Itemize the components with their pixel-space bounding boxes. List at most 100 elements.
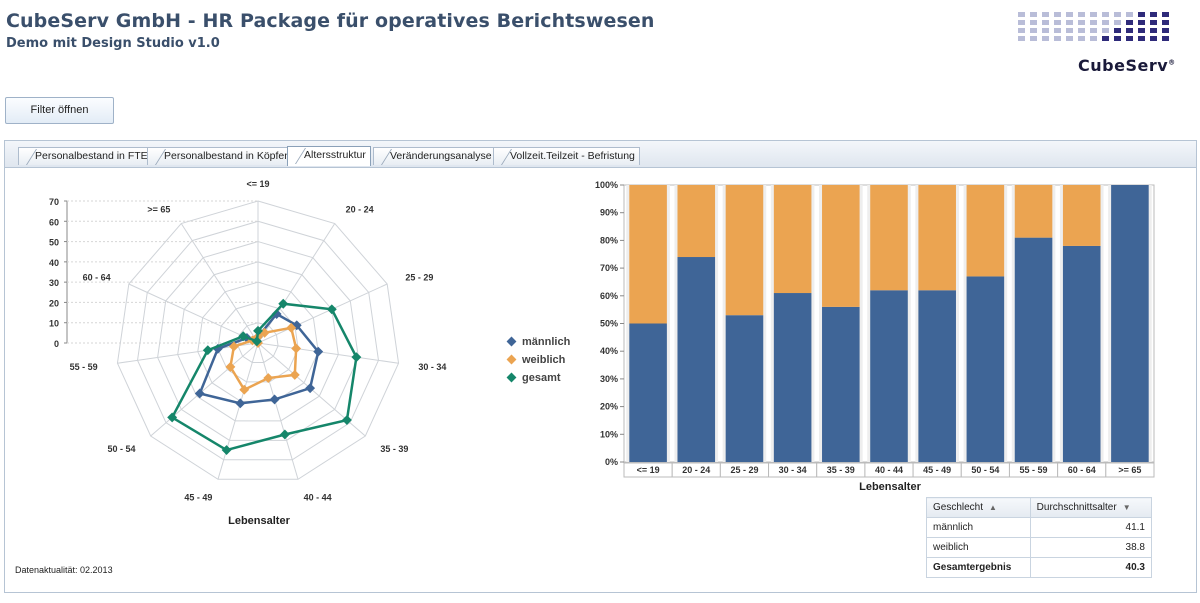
- bar-weiblich: [1014, 185, 1053, 238]
- radar-y-tick-label: 0: [54, 339, 59, 349]
- radar-point: [228, 341, 239, 352]
- sort-asc-icon[interactable]: ▲: [989, 503, 997, 512]
- bar-category-label: 50 - 54: [971, 465, 999, 475]
- radar-y-tick-label: 60: [49, 217, 59, 227]
- tab-personalbestand-fte[interactable]: Personalbestand in FTE: [18, 147, 153, 165]
- logo-dot: [1054, 12, 1061, 17]
- logo-dot: [1150, 36, 1157, 41]
- bar-category-label: 25 - 29: [730, 465, 758, 475]
- bar-y-tick-label: 100%: [595, 180, 618, 190]
- logo-dot: [1042, 28, 1049, 33]
- legend-item-gesamt: gesamt: [506, 369, 570, 387]
- logo-dot: [1030, 12, 1037, 17]
- logo-text: CubeServ®: [1078, 56, 1176, 75]
- radar-category-label: 20 - 24: [346, 204, 374, 214]
- radar-category-label: 25 - 29: [405, 273, 433, 283]
- table-header-geschlecht[interactable]: Geschlecht ▲: [926, 497, 1031, 518]
- bar-maennlich: [1062, 245, 1101, 462]
- radar-point: [225, 361, 236, 372]
- radar-y-tick-label: 70: [49, 197, 59, 207]
- logo-dot: [1126, 20, 1133, 25]
- bar-maennlich: [725, 315, 764, 462]
- logo-dot: [1150, 12, 1157, 17]
- logo-dot: [1078, 28, 1085, 33]
- bar-weiblich: [870, 185, 908, 291]
- logo-dot: [1018, 28, 1025, 33]
- radar-point: [263, 373, 274, 383]
- bar-category-label: 55 - 59: [1020, 465, 1048, 475]
- bar-weiblich: [725, 185, 764, 316]
- table-cell-label: Gesamtergebnis: [926, 557, 1031, 578]
- radar-gridline: [177, 261, 339, 422]
- bar-y-tick-label: 60%: [600, 291, 618, 301]
- radar-category-label: 60 - 64: [83, 273, 111, 283]
- bar-y-tick-label: 50%: [600, 319, 618, 329]
- radar-category-label: 55 - 59: [70, 362, 98, 372]
- bar-weiblich: [1062, 185, 1101, 246]
- logo-dot: [1102, 36, 1109, 41]
- radar-y-tick-label: 50: [49, 238, 59, 248]
- tab-vollzeit-teilzeit[interactable]: Vollzeit.Teilzeit - Befristung: [493, 147, 640, 165]
- tab-veraenderungsanalyse[interactable]: Veränderungsanalyse: [373, 147, 497, 165]
- radar-point: [351, 352, 362, 363]
- logo-dot: [1114, 28, 1121, 33]
- bar-y-tick-label: 70%: [600, 263, 618, 273]
- logo-dot: [1090, 20, 1097, 25]
- radar-point: [235, 398, 246, 409]
- legend-marker-icon: [506, 354, 517, 365]
- radar-point: [253, 325, 263, 336]
- radar-y-tick-label: 10: [49, 319, 59, 329]
- filter-open-button[interactable]: Filter öffnen: [5, 97, 114, 124]
- logo-dot: [1138, 36, 1145, 41]
- radar-category-label: <= 19: [246, 179, 269, 189]
- bar-maennlich: [1014, 237, 1053, 462]
- table-row: weiblich 38.8: [926, 537, 1153, 558]
- tab-personalbestand-koepfe[interactable]: Personalbestand in Köpfen: [147, 147, 296, 165]
- bar-maennlich: [773, 293, 812, 462]
- bar-maennlich: [918, 290, 956, 462]
- logo-dot: [1162, 12, 1169, 17]
- radar-gridline: [116, 200, 400, 480]
- bar-category-cell: [1105, 462, 1155, 478]
- table-cell-label: männlich: [926, 517, 1031, 538]
- radar-spoke: [217, 342, 259, 480]
- bar-maennlich: [870, 290, 908, 462]
- logo-dot: [1030, 36, 1037, 41]
- logo-dot: [1018, 36, 1025, 41]
- radar-point: [251, 336, 262, 347]
- table-row-total: Gesamtergebnis 40.3: [926, 557, 1153, 578]
- radar-point: [289, 369, 300, 380]
- radar-y-tick-label: 20: [49, 298, 59, 308]
- radar-point: [279, 429, 290, 440]
- logo-dot: [1150, 20, 1157, 25]
- bar-category-label: 45 - 49: [923, 465, 951, 475]
- logo-dot: [1030, 28, 1037, 33]
- tab-strip: Personalbestand in FTE Personalbestand i…: [5, 141, 1196, 168]
- logo-dot: [1078, 20, 1085, 25]
- bar-maennlich: [966, 276, 1005, 462]
- table-header-durchschnittsalter[interactable]: Durchschnittsalter ▼: [1029, 497, 1153, 518]
- logo-dot: [1162, 28, 1169, 33]
- radar-point: [291, 343, 302, 354]
- bar-category-label: 60 - 64: [1068, 465, 1096, 475]
- logo-dot: [1054, 20, 1061, 25]
- logo-dot: [1102, 28, 1109, 33]
- table-cell-label: weiblich: [926, 537, 1031, 558]
- bar-category-label: 35 - 39: [827, 465, 855, 475]
- logo-dot: [1162, 36, 1169, 41]
- tab-altersstruktur[interactable]: Altersstruktur: [287, 146, 371, 166]
- radar-legend: männlich weiblich gesamt: [506, 333, 570, 387]
- radar-spoke: [128, 283, 259, 344]
- bar-y-tick-label: 30%: [600, 374, 618, 384]
- radar-category-label: 30 - 34: [418, 362, 446, 372]
- table-row: männlich 41.1: [926, 517, 1153, 538]
- radar-series-line-gesamt: [170, 302, 358, 452]
- legend-item-maennlich: männlich: [506, 333, 570, 351]
- radar-y-tick-label: 40: [49, 258, 59, 268]
- logo-dot: [1018, 12, 1025, 17]
- sort-desc-icon[interactable]: ▼: [1122, 503, 1131, 512]
- bar-weiblich: [918, 185, 956, 291]
- radar-point: [202, 345, 213, 356]
- radar-category-label: >= 65: [147, 204, 170, 214]
- table-cell-value: 38.8: [1029, 537, 1153, 558]
